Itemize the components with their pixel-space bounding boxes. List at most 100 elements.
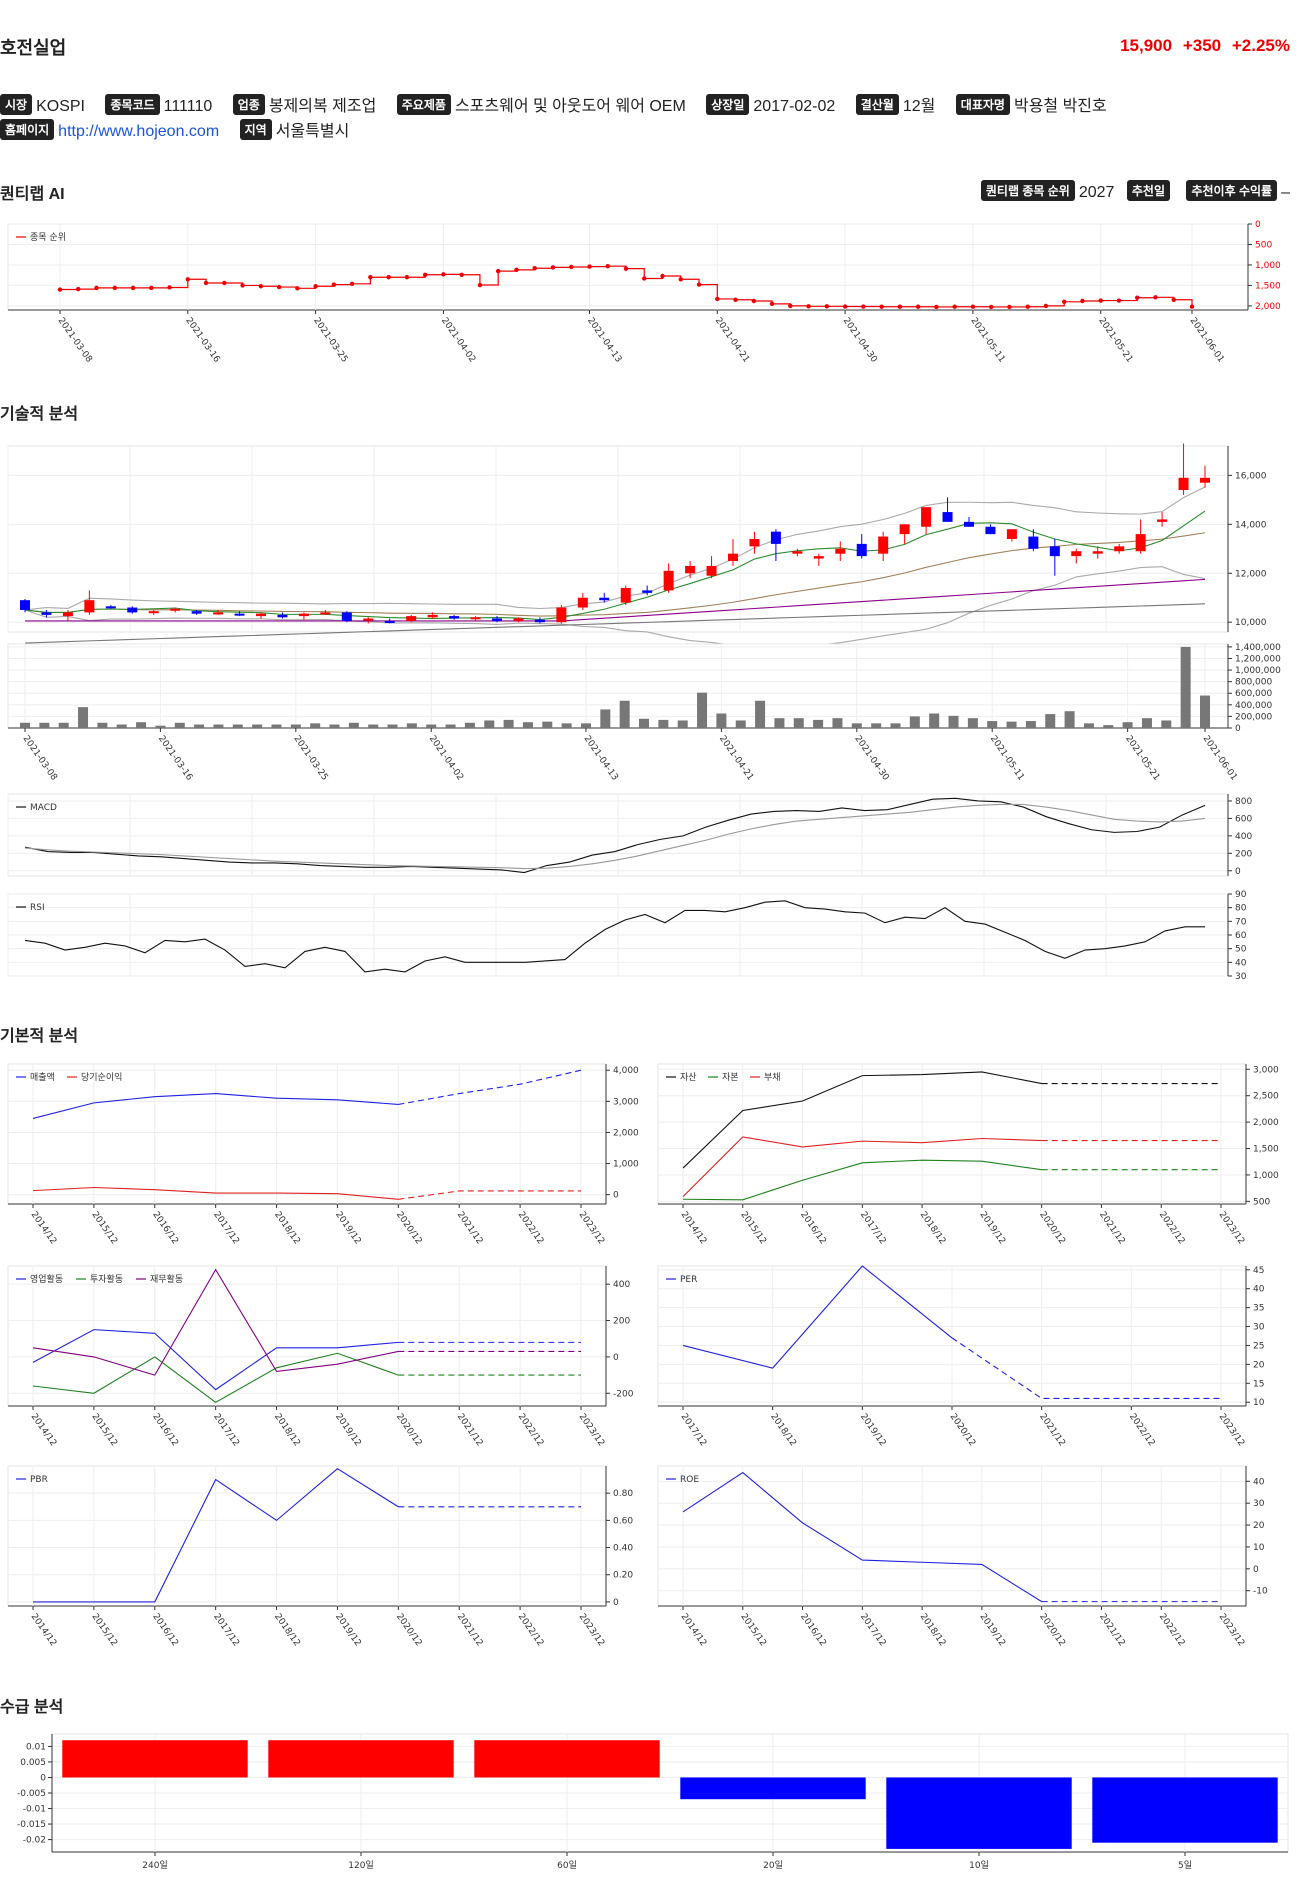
fiscal-tag: 결산월 xyxy=(855,94,899,115)
rank-point xyxy=(1171,297,1176,302)
legend-label: 종목 순위 xyxy=(30,232,66,243)
rank-point xyxy=(149,285,154,291)
code-value: 111110 xyxy=(163,98,213,115)
y-tick-label: 10 xyxy=(1253,1398,1265,1408)
supply-bar xyxy=(474,1740,660,1778)
section-supply-title: 수급 분석 xyxy=(0,1699,64,1716)
x-tick-label: 2022/12 xyxy=(1157,1612,1187,1648)
volume-bar xyxy=(58,722,69,728)
y-tick-label: 1,500 xyxy=(1253,1145,1279,1155)
roe-line xyxy=(682,1471,1042,1603)
volume-bar xyxy=(368,724,379,728)
candle-body xyxy=(964,521,974,527)
rank-point xyxy=(824,304,830,309)
candle-body xyxy=(942,512,953,522)
y-tick-label: 1,500 xyxy=(1255,281,1281,291)
x-tick-label: 2021-03-16 xyxy=(183,316,221,365)
rank-point xyxy=(76,286,81,292)
rank-point xyxy=(1189,304,1195,309)
volume-bar xyxy=(1122,722,1133,728)
rank-point xyxy=(477,282,483,288)
rank-point xyxy=(1153,295,1158,300)
x-tick-label: 2021/12 xyxy=(1097,1210,1127,1246)
x-tick-label: 2021-03-08 xyxy=(56,316,94,365)
ma120-line xyxy=(24,603,1206,644)
legend-label: 영업활동 xyxy=(30,1273,63,1285)
y-tick-label: 2,000 xyxy=(1255,302,1281,312)
info-row-2: 홈페이지 http://www.hojeon.com 지역 서울특별시 xyxy=(0,117,365,141)
volume-bar xyxy=(948,715,959,728)
x-tick-label: 2014/12 xyxy=(679,1210,709,1246)
rank-point xyxy=(642,276,647,281)
x-tick-label: 2021-04-30 xyxy=(852,734,890,783)
x-tick-label: 2021-05-21 xyxy=(1096,316,1134,365)
volume-bar xyxy=(1045,714,1056,728)
per-forecast-line xyxy=(951,1337,1221,1399)
legend-label: RSI xyxy=(30,903,45,913)
x-tick-label: 2020/12 xyxy=(1037,1210,1067,1246)
candle-body xyxy=(449,616,460,619)
roe-chart: -10 0 10 20 30 40 2014/12 2015/12 2016/12 2017/12… xyxy=(657,1465,1268,1648)
rank-tag: 퀀티랩 종목 순위 xyxy=(980,180,1075,201)
rank-point xyxy=(313,284,318,289)
y-tick-label: 70 xyxy=(1235,917,1247,927)
candle-body xyxy=(663,570,674,591)
macd-line xyxy=(24,803,1206,870)
y-tick-label: 800,000 xyxy=(1235,678,1272,688)
y-tick-label: -0.015 xyxy=(17,1820,46,1830)
volume-bar xyxy=(1064,711,1075,728)
plot-area xyxy=(7,223,1249,311)
legend-label: 투자활동 xyxy=(90,1273,123,1285)
volume-bar xyxy=(600,709,611,728)
rank-point xyxy=(696,282,702,287)
x-tick-label: 2015/12 xyxy=(738,1612,768,1648)
sales-forecast-line xyxy=(398,1069,582,1105)
candle-body xyxy=(213,612,224,615)
candle-body xyxy=(599,597,610,601)
price-change: +350 xyxy=(1182,36,1222,55)
volume-bar xyxy=(155,725,166,728)
listing-value: 2017-02-02 xyxy=(753,98,836,115)
fiscal-value: 12월 xyxy=(902,98,936,115)
rank-point xyxy=(441,272,446,277)
x-tick-label: 2022/12 xyxy=(1127,1412,1157,1448)
supply-chart: 0.01 0.005 0 -0.005 -0.01 -0.015 -0.02 240일 120일… xyxy=(17,1733,1289,1871)
y-tick-label: 0 xyxy=(613,1598,619,1608)
legend-label: PER xyxy=(680,1275,697,1285)
legend-label: 재무활동 xyxy=(150,1273,183,1285)
x-tick-label: 2021-03-08 xyxy=(21,734,59,783)
cashflow-chart: -200 0 200 400 2014/12 2015/12 2016/12 2017/12 2… xyxy=(7,1265,634,1448)
rank-point xyxy=(715,296,720,302)
candle-body xyxy=(1006,529,1017,539)
price-block: 15,900 +350 +2.25% xyxy=(1114,36,1290,56)
price-change-pct: +2.25% xyxy=(1231,36,1290,55)
candle-body xyxy=(1028,536,1039,549)
y-tick-label: 0.80 xyxy=(613,1489,633,1499)
rank-point xyxy=(861,304,866,309)
candle-body xyxy=(1049,546,1060,557)
y-tick-label: 0 xyxy=(1255,220,1261,230)
volume-bar xyxy=(677,720,688,728)
x-tick-label: 2016/12 xyxy=(150,1210,180,1246)
volume-bar xyxy=(426,724,437,728)
volume-bar xyxy=(735,720,746,728)
x-tick-label: 2021-05-11 xyxy=(988,734,1026,783)
y-tick-label: 16,000 xyxy=(1235,471,1267,481)
x-tick-label: 2022/12 xyxy=(1157,1210,1187,1246)
x-tick-label: 2016/12 xyxy=(798,1210,828,1246)
homepage-link[interactable]: http://www.hojeon.com xyxy=(58,123,220,140)
rank-point xyxy=(1007,304,1012,310)
x-tick-label: 2018/12 xyxy=(272,1612,302,1648)
x-tick-label: 2015/12 xyxy=(89,1210,119,1246)
y-tick-label: 2,500 xyxy=(1253,1092,1279,1102)
x-tick-label: 2017/12 xyxy=(211,1210,241,1246)
candle-body xyxy=(256,613,266,617)
x-tick-label: 2023/12 xyxy=(577,1612,607,1648)
rank-point xyxy=(915,304,921,309)
x-tick-label: 2020/12 xyxy=(394,1612,424,1648)
volume-bar xyxy=(252,724,263,728)
rank-point xyxy=(112,285,117,291)
company-name: 호전실업 xyxy=(0,38,67,58)
candle-body xyxy=(127,607,138,613)
rank-point xyxy=(1061,299,1067,305)
